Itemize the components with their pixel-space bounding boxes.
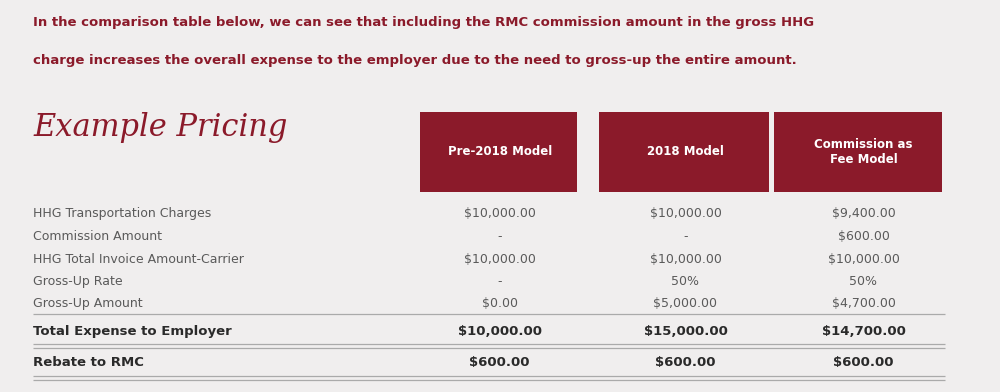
Text: charge increases the overall expense to the employer due to the need to gross-up: charge increases the overall expense to …	[33, 54, 797, 67]
Text: $10,000.00: $10,000.00	[650, 207, 721, 220]
Text: HHG Total Invoice Amount-Carrier: HHG Total Invoice Amount-Carrier	[33, 253, 244, 266]
Text: Commission as
Fee Model: Commission as Fee Model	[814, 138, 913, 166]
Text: In the comparison table below, we can see that including the RMC commission amou: In the comparison table below, we can se…	[33, 16, 814, 29]
Text: Gross-Up Amount: Gross-Up Amount	[33, 297, 143, 310]
Text: $14,700.00: $14,700.00	[822, 325, 905, 338]
Text: Example Pricing: Example Pricing	[33, 112, 287, 143]
FancyBboxPatch shape	[420, 112, 577, 192]
Text: $10,000.00: $10,000.00	[464, 253, 536, 266]
Text: $5,000.00: $5,000.00	[653, 297, 717, 310]
Text: $600.00: $600.00	[833, 356, 894, 369]
Text: $9,400.00: $9,400.00	[832, 207, 895, 220]
Text: 50%: 50%	[671, 275, 699, 288]
Text: $15,000.00: $15,000.00	[644, 325, 727, 338]
Text: Rebate to RMC: Rebate to RMC	[33, 356, 144, 369]
Text: 50%: 50%	[849, 275, 877, 288]
Text: -: -	[683, 230, 688, 243]
Text: $600.00: $600.00	[469, 356, 530, 369]
Text: Total Expense to Employer: Total Expense to Employer	[33, 325, 232, 338]
Text: -: -	[497, 230, 502, 243]
Text: Pre-2018 Model: Pre-2018 Model	[448, 145, 552, 158]
Text: 2018 Model: 2018 Model	[647, 145, 724, 158]
Text: $4,700.00: $4,700.00	[832, 297, 895, 310]
Text: $0.00: $0.00	[482, 297, 518, 310]
Text: $10,000.00: $10,000.00	[828, 253, 899, 266]
FancyBboxPatch shape	[774, 112, 942, 192]
Text: $600.00: $600.00	[655, 356, 716, 369]
Text: $600.00: $600.00	[838, 230, 889, 243]
Text: $10,000.00: $10,000.00	[458, 325, 542, 338]
FancyBboxPatch shape	[599, 112, 769, 192]
Text: $10,000.00: $10,000.00	[650, 253, 721, 266]
Text: Gross-Up Rate: Gross-Up Rate	[33, 275, 123, 288]
Text: Commission Amount: Commission Amount	[33, 230, 162, 243]
Text: $10,000.00: $10,000.00	[464, 207, 536, 220]
Text: HHG Transportation Charges: HHG Transportation Charges	[33, 207, 211, 220]
Text: -: -	[497, 275, 502, 288]
